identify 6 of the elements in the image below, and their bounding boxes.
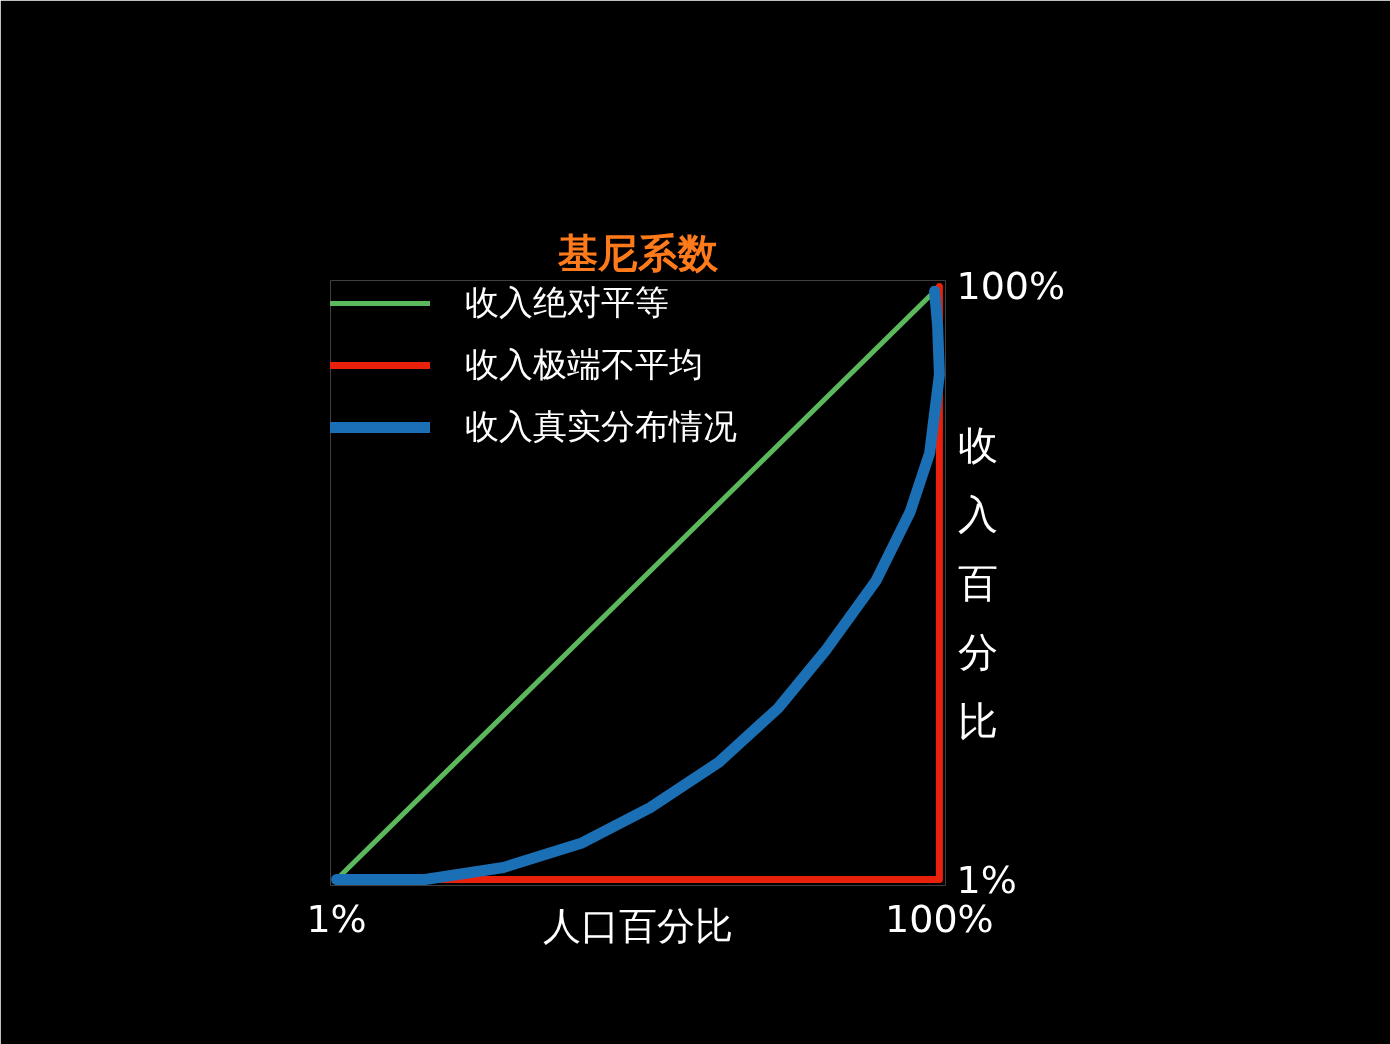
legend-label: 收入真实分布情况 (465, 405, 737, 448)
legend-label: 收入极端不平均 (465, 343, 703, 386)
chart-title: 基尼系数 (557, 229, 719, 276)
legend-label: 收入绝对平等 (465, 281, 669, 324)
y-axis-title: 收入百分比 (958, 422, 999, 744)
x-axis-title: 人口百分比 (543, 903, 733, 948)
